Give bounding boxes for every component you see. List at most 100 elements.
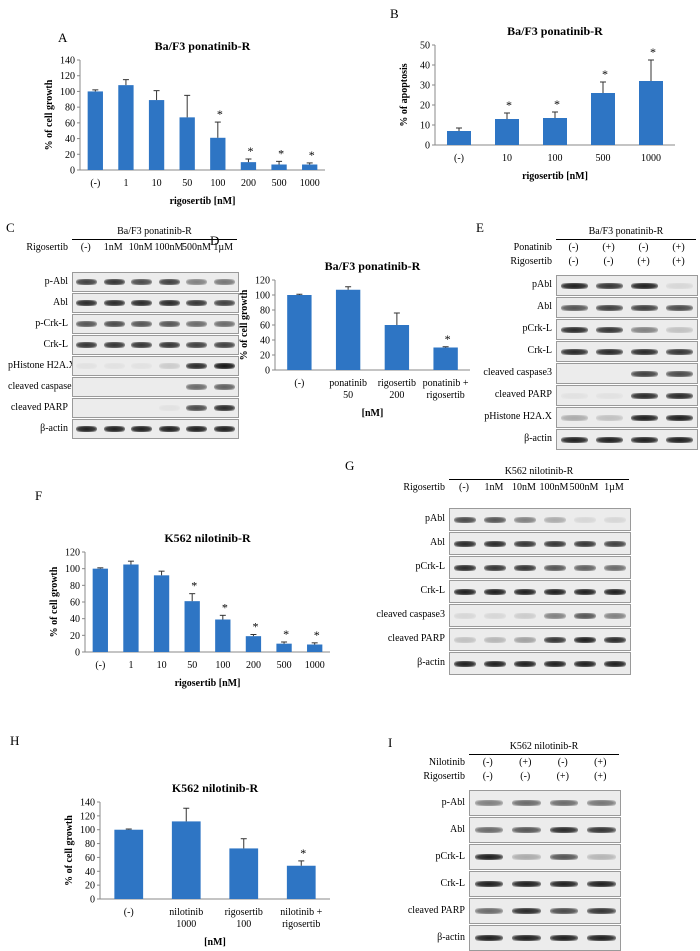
panel-letter: B (390, 6, 399, 21)
band (573, 660, 597, 667)
significance-mark: * (602, 67, 608, 81)
band-label: cleaved PARP (10, 401, 68, 413)
y-tick-label: 80 (65, 103, 75, 114)
bar (495, 119, 519, 145)
x-tick-label: 10 (152, 178, 162, 189)
band (474, 800, 503, 806)
significance-mark: * (650, 45, 656, 59)
bar (92, 568, 108, 652)
y-tick-label: 120 (80, 811, 95, 822)
blot-panel-e: E Ba/F3 ponatinib-R Ponatinib (-) (+) (-) (+) R… (476, 220, 698, 450)
band (666, 370, 693, 377)
band (483, 636, 507, 643)
band (513, 660, 537, 667)
y-tick-label: 20 (65, 150, 75, 161)
band (666, 304, 693, 311)
band (666, 326, 693, 333)
blot-strip (556, 363, 698, 384)
band (483, 564, 507, 571)
panel-letter: C (6, 220, 15, 235)
band (543, 612, 567, 619)
bar (276, 643, 292, 652)
band (513, 612, 537, 619)
band-label: cleaved PARP (494, 389, 552, 400)
band (131, 342, 153, 348)
band-label: cleaved caspase3 (8, 380, 77, 392)
band (474, 854, 503, 860)
blot-strip (556, 385, 698, 406)
band (631, 436, 658, 443)
band (213, 405, 235, 411)
significance-mark: * (252, 620, 258, 634)
y-tick-label: 20 (420, 101, 430, 112)
x-tick-label: 100 (548, 153, 563, 164)
bar (287, 295, 312, 370)
band (186, 342, 208, 348)
band (561, 436, 588, 443)
bar (87, 91, 103, 170)
band (512, 935, 541, 941)
band (131, 426, 153, 432)
band (596, 414, 623, 421)
band (158, 363, 180, 369)
blot-strip (556, 275, 698, 296)
treatment-label: Rigosertib (510, 256, 552, 267)
bar (543, 118, 567, 145)
blot-strip (72, 419, 239, 439)
lane-label: 1nM (103, 242, 123, 253)
band (453, 588, 477, 595)
band (561, 414, 588, 421)
panel-letter: F (35, 488, 42, 503)
bar (591, 93, 615, 145)
lane-label: (-) (482, 757, 493, 768)
y-tick-label: 10 (420, 121, 430, 132)
band (596, 392, 623, 399)
bar (179, 117, 195, 170)
x-tick-label: 200 (241, 178, 256, 189)
bar (240, 162, 257, 170)
blot-panel-c: C Ba/F3 ponatinib-R Rigosertib (-) 1nM 10nM 10… (6, 220, 239, 439)
band-label: Abl (430, 537, 445, 548)
band (603, 612, 627, 619)
x-axis-label: rigosertib [nM] (170, 196, 236, 207)
band (666, 348, 693, 355)
y-tick-label: 0 (75, 648, 80, 659)
lane-label: (-) (557, 757, 568, 768)
lane-label: (+) (672, 242, 685, 253)
x-tick-label: 500 (277, 660, 292, 671)
band (186, 426, 208, 432)
blot-strip (449, 556, 631, 579)
y-tick-label: 30 (420, 81, 430, 92)
lane-label: (-) (638, 242, 649, 253)
lane-label: (+) (594, 757, 607, 768)
band (603, 516, 627, 523)
band (666, 392, 693, 399)
band (573, 636, 597, 643)
band (76, 426, 98, 432)
band (561, 392, 588, 399)
y-tick-label: 80 (85, 839, 95, 850)
band (631, 414, 658, 421)
chart-title: K562 nilotinib-R (164, 531, 251, 545)
band (103, 279, 125, 285)
chart-panel-b: B Ba/F3 ponatinib-R 0 10 20 30 40 50 % of apopto… (390, 6, 675, 182)
y-axis-label: % of apoptosis (399, 63, 410, 126)
blot-strip (72, 377, 239, 397)
band (483, 660, 507, 667)
significance-mark: * (506, 98, 512, 112)
band (213, 363, 235, 369)
x-tick-label: 10 (157, 660, 167, 671)
blot-strip (72, 335, 239, 355)
band (587, 881, 616, 887)
band-label: Abl (450, 823, 465, 835)
bar (153, 575, 170, 652)
bar (447, 131, 471, 145)
y-axis-label: % of cell growth (64, 815, 75, 886)
band-label: pCrk-L (435, 850, 465, 862)
x-axis-label: [nM] (362, 408, 384, 419)
blot-strip (72, 356, 239, 376)
x-tick-label: (-) (124, 907, 134, 918)
blot-strip (449, 508, 631, 531)
y-tick-label: 50 (420, 41, 430, 52)
chart-title: Ba/F3 ponatinib-R (507, 24, 603, 38)
